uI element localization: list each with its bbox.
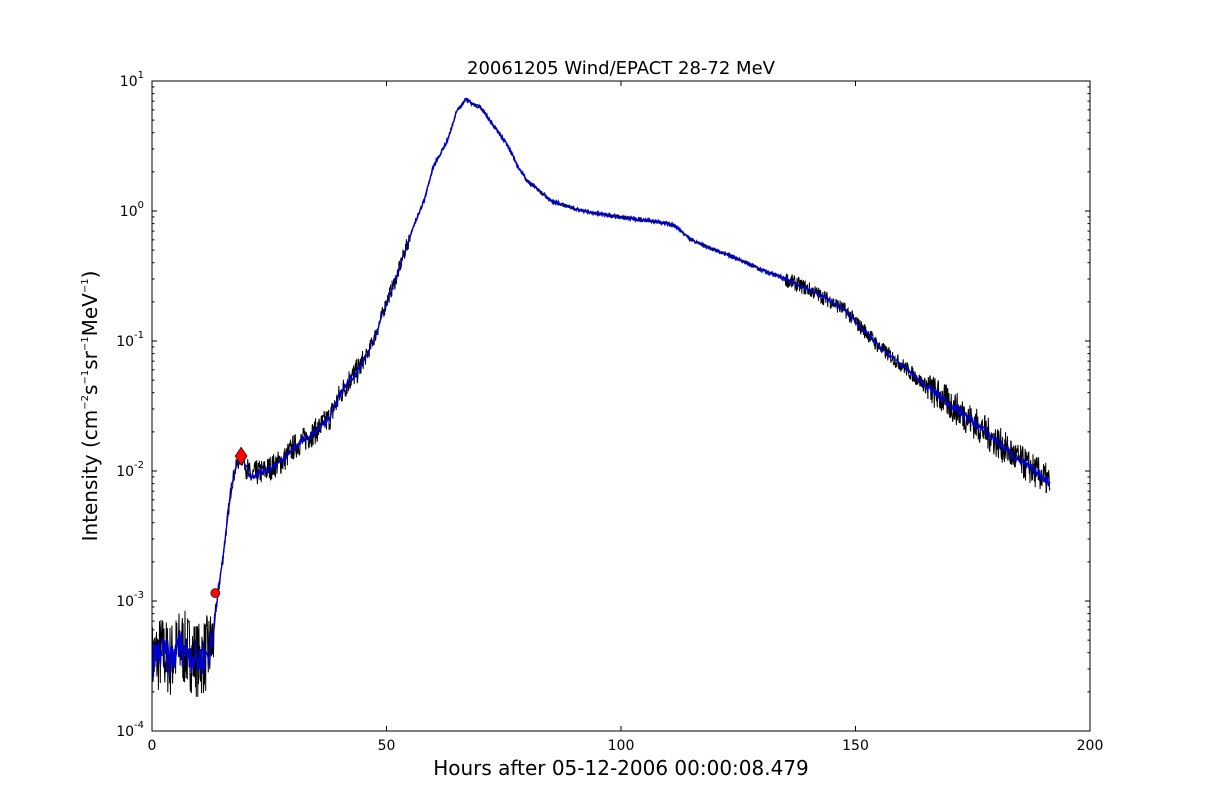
chart-title: 20061205 Wind/EPACT 28-72 MeV — [467, 58, 776, 79]
y-axis-label-prefix: Intensity (cm — [78, 410, 102, 542]
plot-area — [151, 97, 1051, 698]
onset-marker-circle — [210, 588, 221, 598]
y-axis-label-exp-1: −2 — [80, 395, 91, 410]
y-tick-label: 10-4 — [116, 720, 144, 740]
y-tick-label: 10-1 — [116, 330, 144, 350]
y-tick-label: 100 — [120, 200, 144, 220]
y-axis-label-exp-3: −1 — [80, 336, 91, 351]
y-axis-label-suffix: ) — [78, 271, 102, 279]
marker-layer — [210, 446, 248, 598]
y-axis-ticks: 10-4 10-3 10-2 10-1 100 101 — [116, 70, 1090, 740]
y-tick-label: 10-3 — [116, 590, 144, 610]
y-axis-label-part-1: s — [78, 385, 102, 395]
y-tick-label: 10-2 — [116, 460, 144, 480]
y-axis-label-part-2: sr — [78, 350, 102, 369]
y-axis-label: Intensity (cm−2s−1sr−1MeV−1) — [78, 271, 102, 542]
x-axis-ticks: 0 50 100 150 200 — [148, 81, 1104, 754]
x-axis-label: Hours after 05-12-2006 00:00:08.479 — [433, 756, 809, 780]
x-tick-label: 150 — [842, 738, 869, 754]
series-layer — [151, 97, 1051, 698]
x-tick-label: 200 — [1077, 738, 1104, 754]
peak-marker-diamond — [234, 446, 248, 466]
x-tick-label: 100 — [608, 738, 635, 754]
series-smoothed-line — [151, 97, 1051, 678]
x-tick-label: 0 — [148, 738, 157, 754]
x-tick-label: 50 — [378, 738, 396, 754]
y-tick-label: 101 — [120, 70, 144, 90]
y-axis-label-part-3: MeV — [78, 293, 102, 337]
y-axis-label-exp-2: −1 — [80, 370, 91, 385]
y-axis-label-exp-4: −1 — [80, 278, 91, 293]
